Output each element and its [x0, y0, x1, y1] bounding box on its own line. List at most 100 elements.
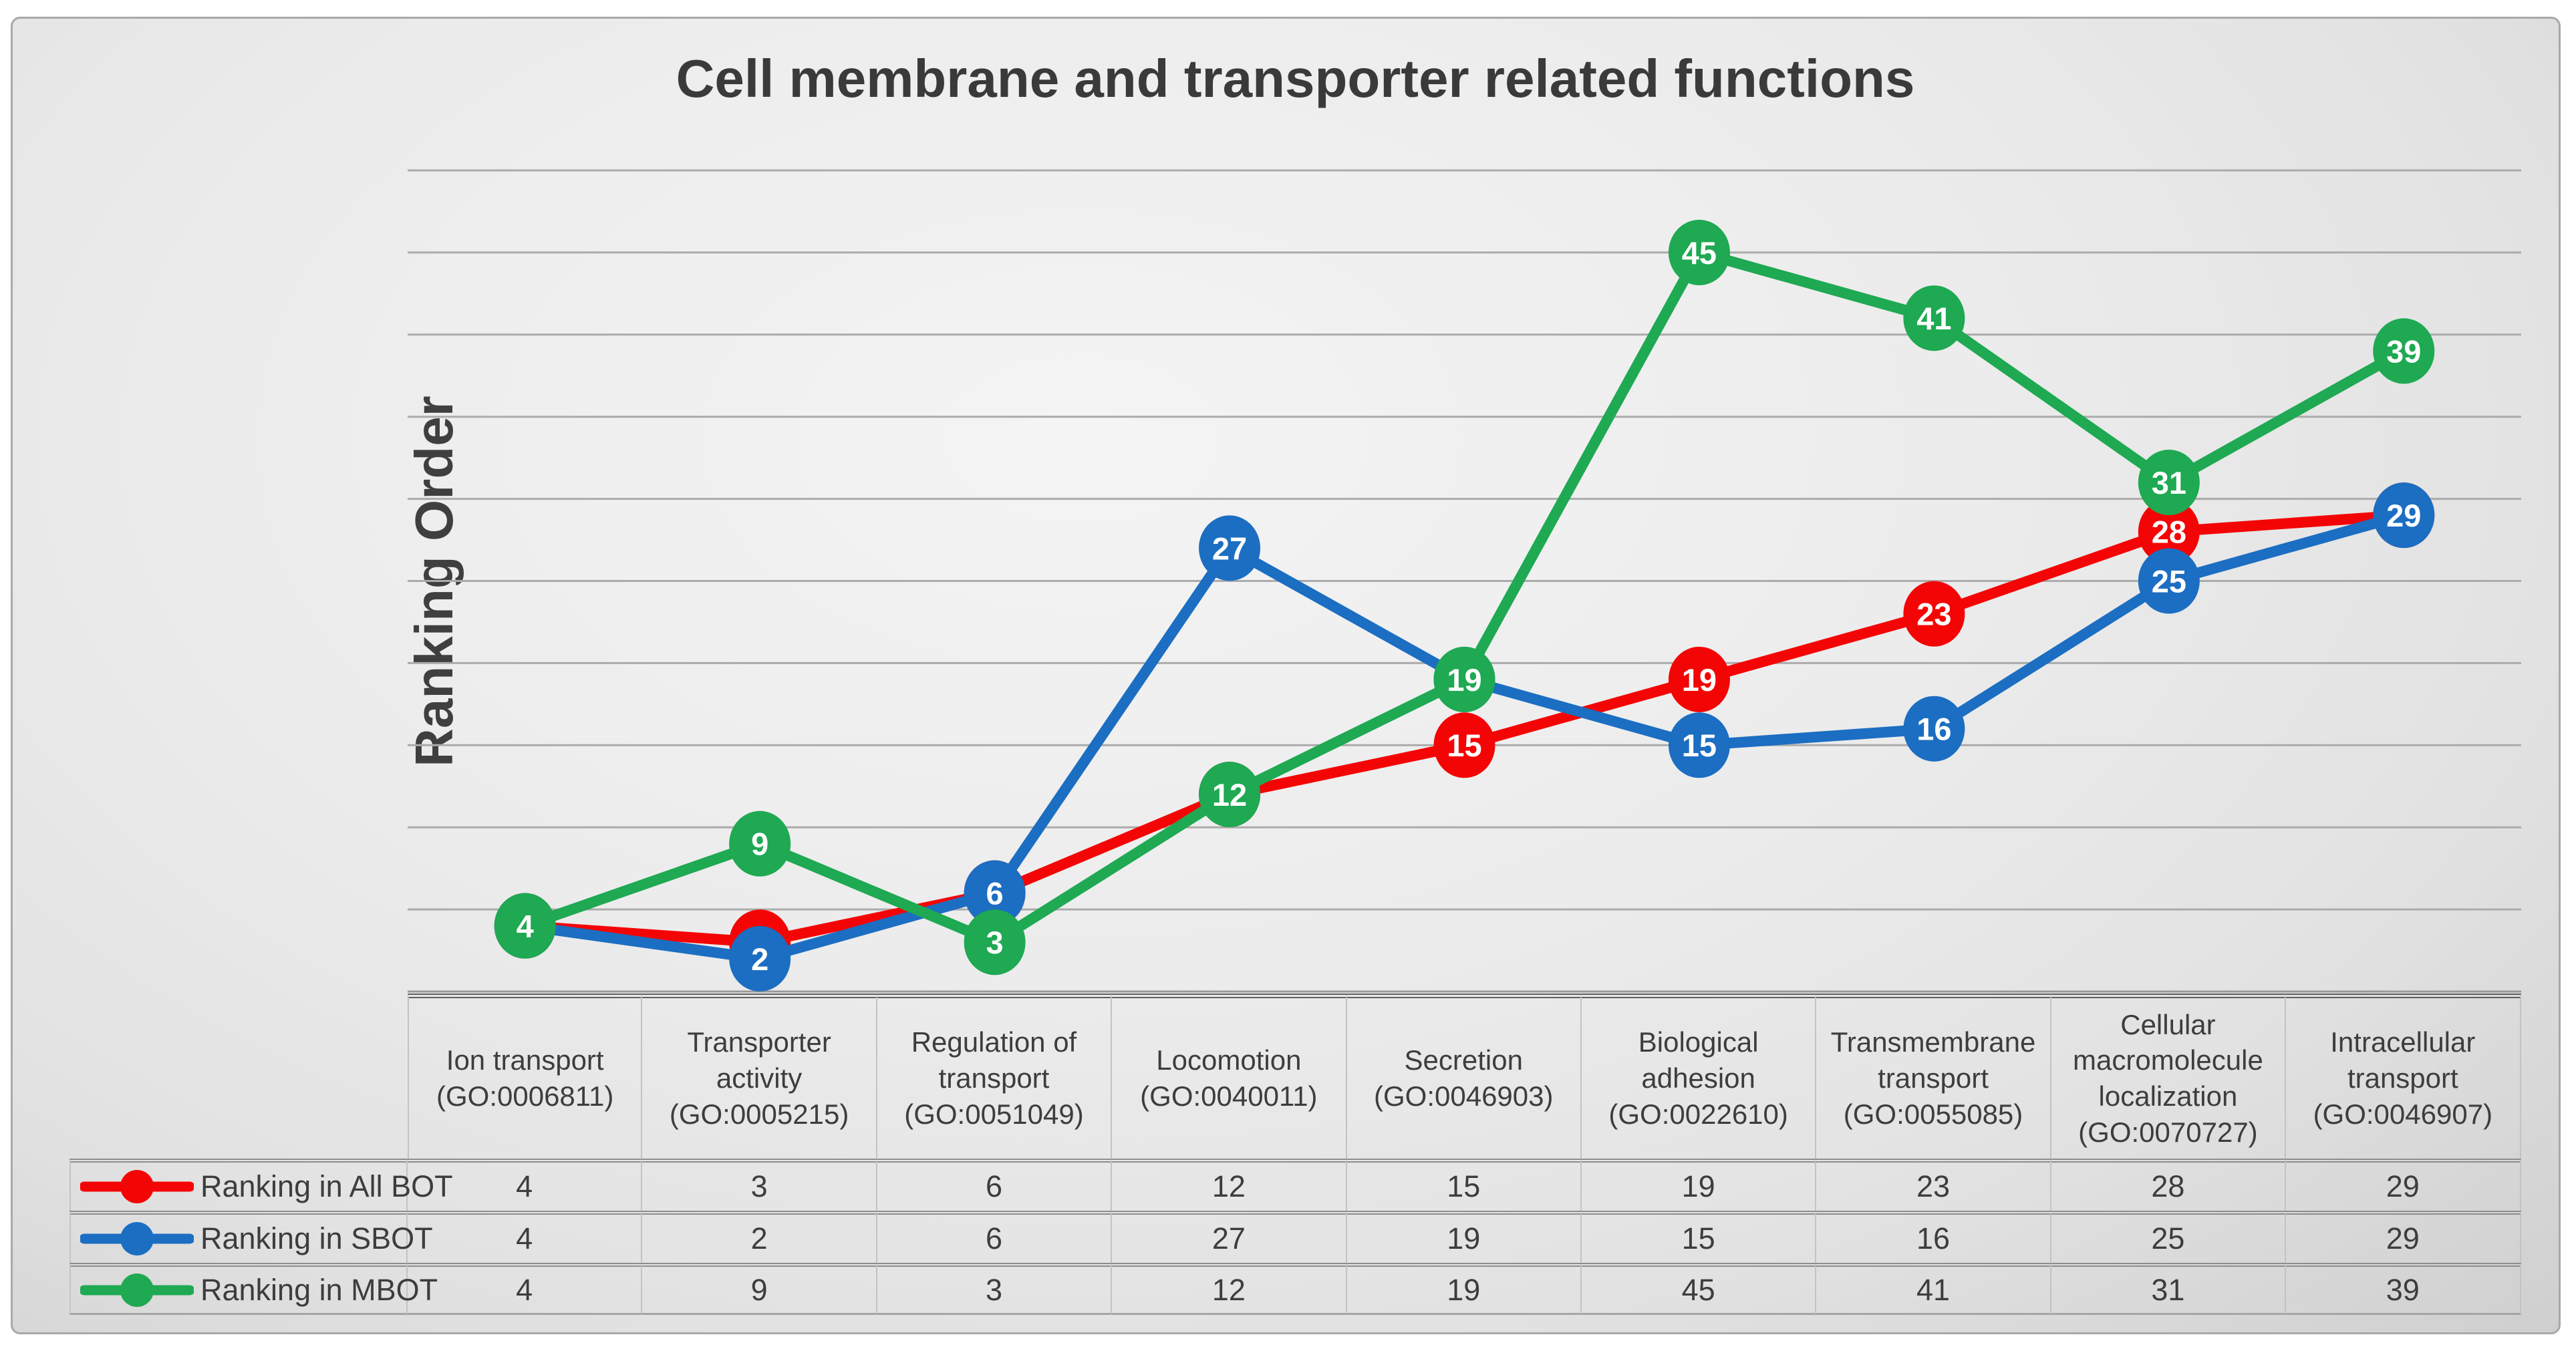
data-point-marker [1903, 696, 1965, 762]
data-point-label: 27 [1212, 531, 1247, 566]
table-value-cell: 39 [2286, 1263, 2521, 1315]
category-go-id: (GO:0055085) [1843, 1098, 2023, 1130]
table-value-cell: 4 [408, 1159, 643, 1211]
table-corner-spacer [69, 994, 408, 1159]
category-name: Regulation of transport [911, 1026, 1077, 1094]
data-point-label: 31 [2152, 465, 2186, 500]
data-point-marker [2373, 318, 2435, 384]
data-point-label: 16 [1916, 712, 1951, 747]
category-go-id: (GO:0046903) [1374, 1080, 1554, 1112]
series-layer: 4361215192328294262719151625294931219454… [494, 219, 2435, 992]
data-point-marker [1668, 712, 1730, 778]
data-point-label: 15 [1682, 728, 1717, 763]
table-header-cell: Transporter activity (GO:0005215) [642, 994, 877, 1159]
category-go-id: (GO:0051049) [904, 1098, 1084, 1130]
category-name: Ion transport [446, 1044, 604, 1076]
table-value-cell: 25 [2051, 1211, 2287, 1263]
table-value-cell: 15 [1346, 1159, 1582, 1211]
series-line [519, 247, 2410, 948]
data-point-label: 15 [1447, 728, 1481, 763]
table-value-cell: 4 [408, 1211, 643, 1263]
data-point-label: 25 [2152, 563, 2186, 599]
data-point-marker [2373, 482, 2435, 549]
category-name: Intracellular transport [2330, 1026, 2476, 1094]
table-value-cell: 19 [1581, 1159, 1817, 1211]
legend-cell: Ranking in SBOT [69, 1211, 433, 1263]
table-value-cell: 27 [1112, 1211, 1347, 1263]
data-point-label: 3 [986, 925, 1004, 960]
data-point-marker [1433, 646, 1495, 712]
data-point-label: 41 [1916, 301, 1951, 336]
table-header-cell: Biological adhesion (GO:0022610) [1581, 994, 1817, 1159]
data-point-marker [1903, 581, 1965, 647]
category-name: Transporter activity [687, 1026, 831, 1094]
table-header-cell: Ion transport (GO:0006811) [408, 994, 643, 1159]
data-point-label: 28 [2152, 514, 2186, 550]
series-label: Ranking in MBOT [200, 1272, 438, 1307]
data-point-marker [2138, 498, 2200, 565]
data-point-label: 12 [1212, 777, 1247, 812]
table-header-cell: Regulation of transport (GO:0051049) [877, 994, 1113, 1159]
series-label: Ranking in All BOT [200, 1169, 453, 1203]
data-point-marker [2138, 450, 2200, 516]
table-value-cell: 6 [877, 1211, 1113, 1263]
data-point-label: 4 [517, 909, 534, 944]
table-value-cell: 16 [1816, 1211, 2051, 1263]
table-value-cell: 19 [1346, 1211, 1582, 1263]
legend-line-marker-icon [80, 1170, 194, 1203]
table-value-cell: 23 [1816, 1159, 2051, 1211]
table-header-cell: Transmembrane transport (GO:0055085) [1816, 994, 2051, 1159]
category-name: Cellular macromolecule localization [2073, 1008, 2263, 1112]
data-point-marker [2138, 548, 2200, 614]
table-value-cell: 3 [642, 1159, 877, 1211]
table-value-cell: 41 [1816, 1263, 2051, 1315]
legend-line-marker-icon [80, 1222, 194, 1255]
data-point-marker [1668, 219, 1730, 285]
data-point-marker [729, 925, 791, 992]
table-value-cell: 2 [642, 1211, 877, 1263]
data-table: Ion transport (GO:0006811) Transporter act… [69, 994, 2521, 1315]
category-name: Locomotion [1156, 1044, 1302, 1076]
data-point-label: 23 [1916, 597, 1951, 632]
series-ranking-in-mbot: 4 9 3 12 19 45 41 31 39 [494, 219, 2435, 976]
table-value-cell: 29 [2286, 1211, 2521, 1263]
table-value-cell: 15 [1581, 1211, 1817, 1263]
table-header-cell: Intracellular transport (GO:0046907) [2286, 994, 2521, 1159]
table-value-cell: 4 [408, 1263, 643, 1315]
data-point-marker [729, 810, 791, 877]
category-go-id: (GO:0040011) [1140, 1080, 1318, 1112]
table-value-cell: 31 [2051, 1263, 2287, 1315]
data-point-label: 45 [1682, 235, 1717, 271]
category-go-id: (GO:0022610) [1608, 1098, 1788, 1130]
data-point-label: 29 [2386, 498, 2421, 533]
table-header-cell: Secretion (GO:0046903) [1346, 994, 1582, 1159]
data-point-label: 2 [751, 941, 768, 977]
data-point-marker [1433, 712, 1495, 778]
table-header-cell: Locomotion (GO:0040011) [1112, 994, 1347, 1159]
data-point-label: 39 [2386, 333, 2421, 369]
table-value-cell: 6 [877, 1159, 1113, 1211]
category-go-id: (GO:0006811) [436, 1080, 614, 1112]
data-point-label: 19 [1682, 662, 1717, 698]
category-name: Secretion [1404, 1044, 1523, 1076]
series-label: Ranking in SBOT [200, 1221, 433, 1255]
legend-cell: Ranking in All BOT [69, 1159, 453, 1211]
table-value-cell: 3 [877, 1263, 1113, 1315]
data-point-marker [1903, 285, 1965, 351]
category-name: Transmembrane transport [1830, 1026, 2036, 1094]
category-go-id: (GO:0070727) [2078, 1116, 2258, 1148]
data-point-marker [494, 893, 556, 959]
legend-line-marker-icon [80, 1273, 194, 1307]
category-name: Biological adhesion [1638, 1026, 1759, 1094]
data-point-marker [964, 860, 1026, 926]
table-value-cell: 19 [1346, 1263, 1582, 1315]
gridlines [408, 169, 2521, 993]
data-point-label: 9 [751, 827, 768, 862]
table-value-cell: 9 [642, 1263, 877, 1315]
legend-cell: Ranking in MBOT [69, 1263, 438, 1315]
data-point-marker [1199, 762, 1261, 828]
data-point-marker [1668, 646, 1730, 712]
table-header-cell: Cellular macromolecule localization (GO:0… [2051, 994, 2287, 1159]
category-go-id: (GO:0005215) [669, 1098, 849, 1130]
